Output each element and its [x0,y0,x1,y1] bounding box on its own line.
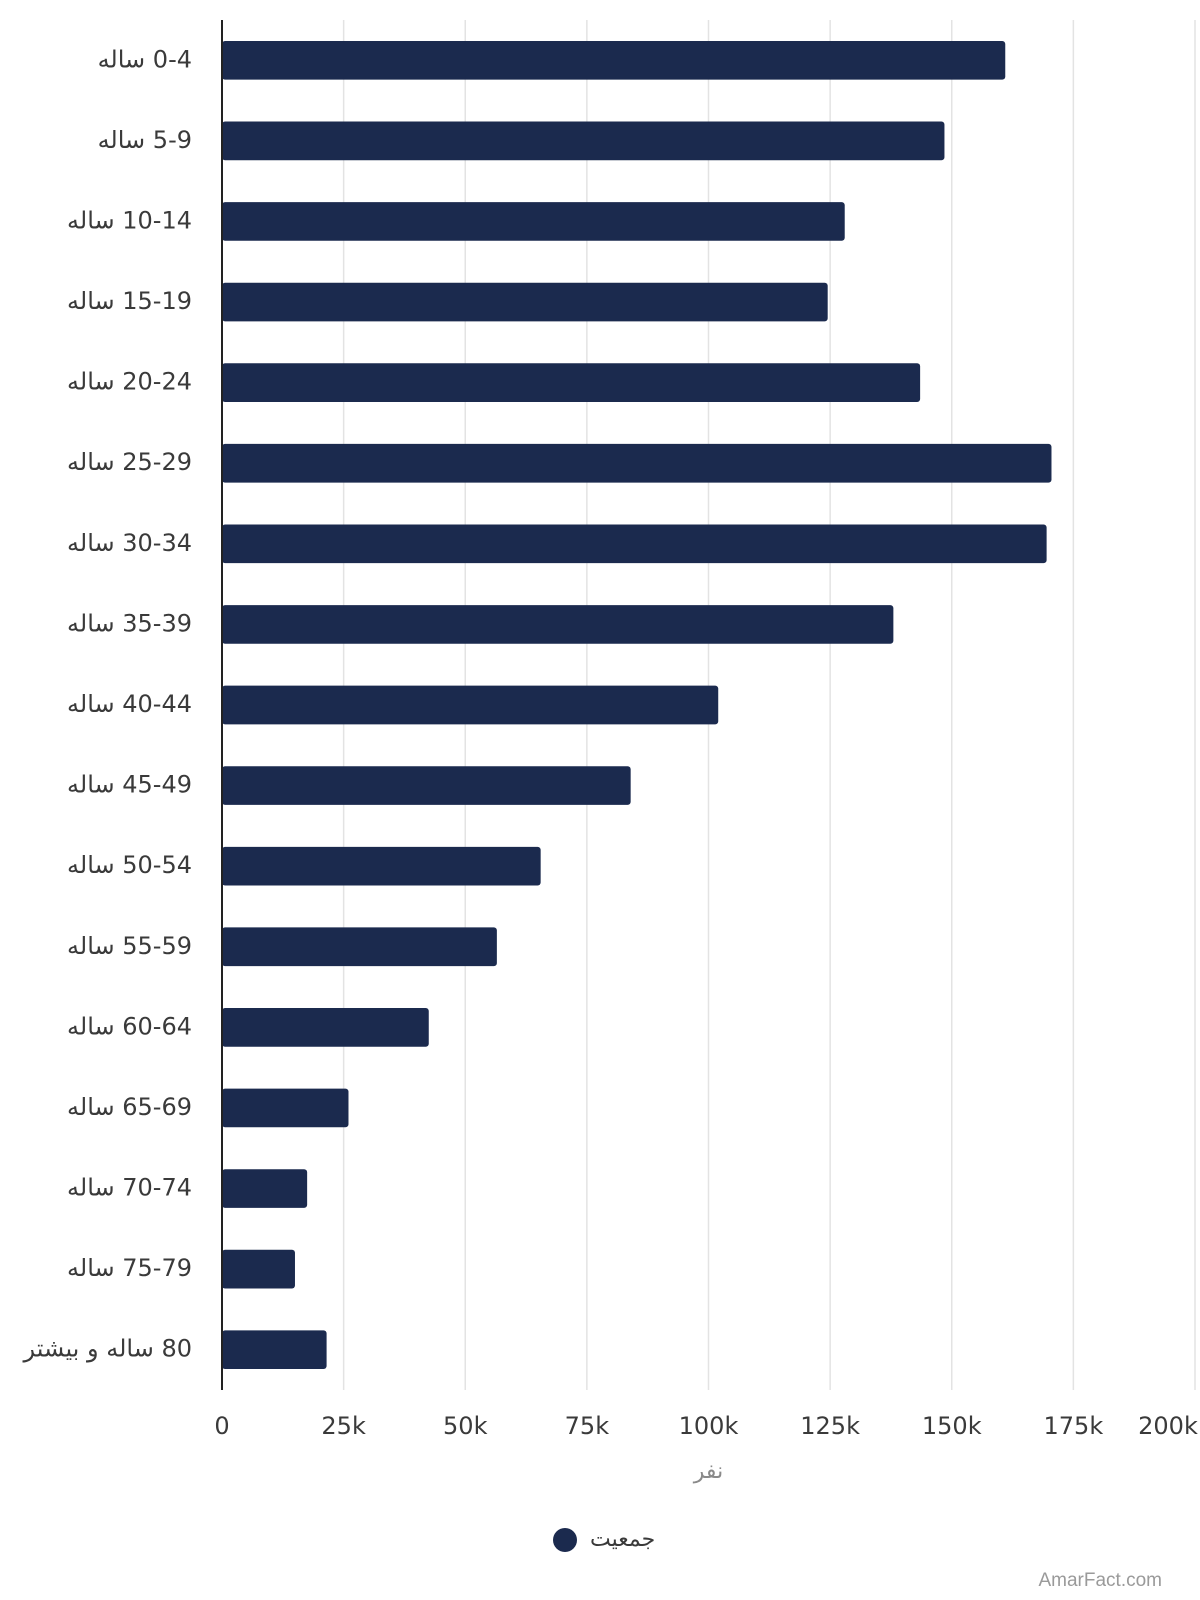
category-label-11: 55-59 ساله [67,932,192,960]
bar-4 [222,363,921,402]
watermark: AmarFact.com [1038,1570,1162,1591]
category-label-1: 5-9 ساله [98,126,192,154]
category-label-8: 40-44 ساله [67,690,192,718]
bar-9 [222,766,631,805]
category-label-12: 60-64 ساله [67,1012,192,1040]
category-label-3: 15-19 ساله [67,287,192,315]
x-tick-label-1: 25k [321,1412,366,1440]
bar-16 [222,1330,327,1370]
bar-0 [222,40,1006,80]
bar-3 [222,282,828,322]
x-tick-label-6: 150k [922,1412,982,1440]
category-label-14: 70-74 ساله [67,1174,192,1202]
bar-15 [222,1249,295,1289]
category-label-7: 35-39 ساله [67,609,192,637]
x-tick-label-7: 175k [1044,1412,1104,1440]
category-label-4: 20-24 ساله [67,368,192,396]
x-tick-label-0: 0 [214,1412,229,1440]
category-label-15: 75-79 ساله [67,1254,192,1282]
bar-8 [222,685,719,725]
bar-11 [222,927,497,967]
category-label-0: 0-4 ساله [98,45,192,73]
category-label-13: 65-69 ساله [67,1093,192,1121]
bar-10 [222,846,541,886]
bar-6 [222,524,1047,564]
legend-label: جمعیت [590,1527,655,1552]
category-label-16: 80 ساله و بیشتر [23,1335,192,1363]
legend-marker [553,1528,577,1552]
bar-12 [222,1008,429,1047]
category-label-10: 50-54 ساله [67,851,192,879]
x-tick-label-5: 125k [800,1412,860,1440]
category-label-9: 45-49 ساله [67,771,192,799]
x-tick-label-2: 50k [443,1412,488,1440]
bar-13 [222,1088,349,1128]
bar-5 [222,443,1052,483]
x-tick-label-8: 200k [1138,1412,1198,1440]
bar-1 [222,121,945,161]
bar-2 [222,202,845,241]
bar-7 [222,605,894,644]
category-label-6: 30-34 ساله [67,529,192,557]
bar-14 [222,1169,308,1208]
category-label-5: 25-29 ساله [67,448,192,476]
x-tick-label-3: 75k [565,1412,610,1440]
category-label-2: 10-14 ساله [67,206,192,234]
x-axis-title: نفر [693,1459,723,1484]
x-tick-label-4: 100k [679,1412,739,1440]
